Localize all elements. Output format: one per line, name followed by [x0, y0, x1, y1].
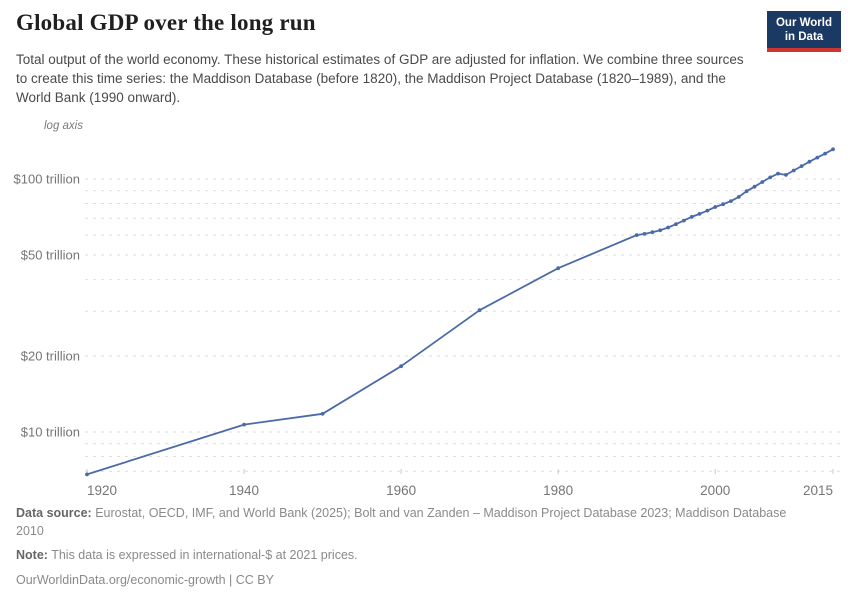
x-axis-label: 1980	[543, 483, 573, 498]
data-source-text: Eurostat, OECD, IMF, and World Bank (202…	[16, 506, 787, 538]
owid-logo-line1: Our World	[775, 17, 832, 29]
data-point-marker[interactable]	[744, 189, 749, 194]
data-point-marker[interactable]	[713, 205, 718, 209]
data-point-marker[interactable]	[642, 232, 647, 236]
note-text: This data is expressed in international-…	[47, 548, 358, 562]
data-point-marker[interactable]	[705, 208, 710, 213]
y-axis-label: $10 trillion	[21, 425, 80, 440]
data-point-marker[interactable]	[242, 422, 247, 427]
data-point-marker[interactable]	[799, 164, 804, 169]
x-axis-label: 1920	[87, 483, 117, 498]
data-point-marker[interactable]	[85, 472, 89, 477]
data-source-label: Data source:	[16, 506, 92, 520]
y-axis-label: $50 trillion	[21, 248, 80, 263]
y-axis-label: $20 trillion	[21, 348, 80, 363]
data-point-marker[interactable]	[666, 225, 670, 230]
data-point-marker[interactable]	[674, 222, 678, 227]
data-point-marker[interactable]	[831, 147, 835, 152]
owid-logo-line2: in Data	[784, 31, 824, 43]
gdp-line[interactable]	[86, 148, 834, 476]
owid-logo-box: Our World in Data	[767, 11, 841, 48]
owid-logo-accent-bar	[767, 48, 841, 52]
chart-footer: Data source: Eurostat, OECD, IMF, and Wo…	[16, 505, 828, 596]
data-point-marker[interactable]	[689, 215, 694, 219]
x-axis-label: 1960	[386, 483, 416, 498]
data-point-marker[interactable]	[477, 308, 482, 313]
data-point-marker[interactable]	[658, 228, 663, 233]
x-axis-label: 1940	[229, 483, 259, 498]
log-axis-label: log axis	[44, 120, 83, 132]
chart-subtitle: Total output of the world economy. These…	[16, 52, 744, 105]
data-point-marker[interactable]	[697, 212, 702, 216]
data-point-marker[interactable]	[760, 180, 765, 184]
data-point-marker[interactable]	[399, 364, 403, 369]
data-point-marker[interactable]	[752, 184, 757, 189]
data-point-marker[interactable]	[823, 151, 827, 156]
x-axis-label: 2000	[700, 483, 730, 498]
data-point-marker[interactable]	[815, 155, 820, 160]
owid-url-link[interactable]: OurWorldinData.org/economic-growth | CC …	[16, 572, 274, 587]
data-point-marker[interactable]	[791, 168, 796, 173]
data-point-marker[interactable]	[784, 173, 788, 177]
data-source-line: Data source: Eurostat, OECD, IMF, and Wo…	[16, 505, 811, 540]
data-point-marker[interactable]	[736, 195, 741, 199]
data-point-marker[interactable]	[320, 411, 325, 416]
y-axis-label: $100 trillion	[14, 172, 81, 187]
note-line: Note: This data is expressed in internat…	[16, 547, 828, 565]
data-point-marker[interactable]	[729, 199, 733, 204]
data-point-marker[interactable]	[650, 230, 655, 235]
data-point-marker[interactable]	[556, 266, 561, 271]
note-label: Note:	[16, 548, 48, 562]
data-point-marker[interactable]	[681, 218, 686, 223]
data-point-marker[interactable]	[768, 175, 773, 180]
x-axis-label: 2015	[803, 483, 833, 498]
data-point-marker[interactable]	[776, 171, 780, 176]
data-point-marker[interactable]	[807, 159, 812, 164]
page-title: Global GDP over the long run	[16, 10, 316, 35]
owid-logo[interactable]: Our World in Data	[767, 11, 841, 52]
data-point-marker[interactable]	[721, 202, 725, 207]
data-point-marker[interactable]	[634, 233, 639, 238]
